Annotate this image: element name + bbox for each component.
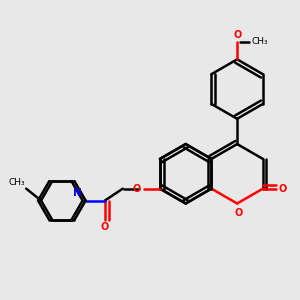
Text: N: N [73, 188, 82, 198]
Text: O: O [233, 30, 241, 40]
Text: O: O [279, 184, 287, 194]
Text: CH₃: CH₃ [251, 37, 268, 46]
Text: O: O [133, 184, 141, 194]
Text: O: O [235, 208, 243, 218]
Text: CH₃: CH₃ [8, 178, 25, 187]
Text: O: O [101, 222, 109, 232]
